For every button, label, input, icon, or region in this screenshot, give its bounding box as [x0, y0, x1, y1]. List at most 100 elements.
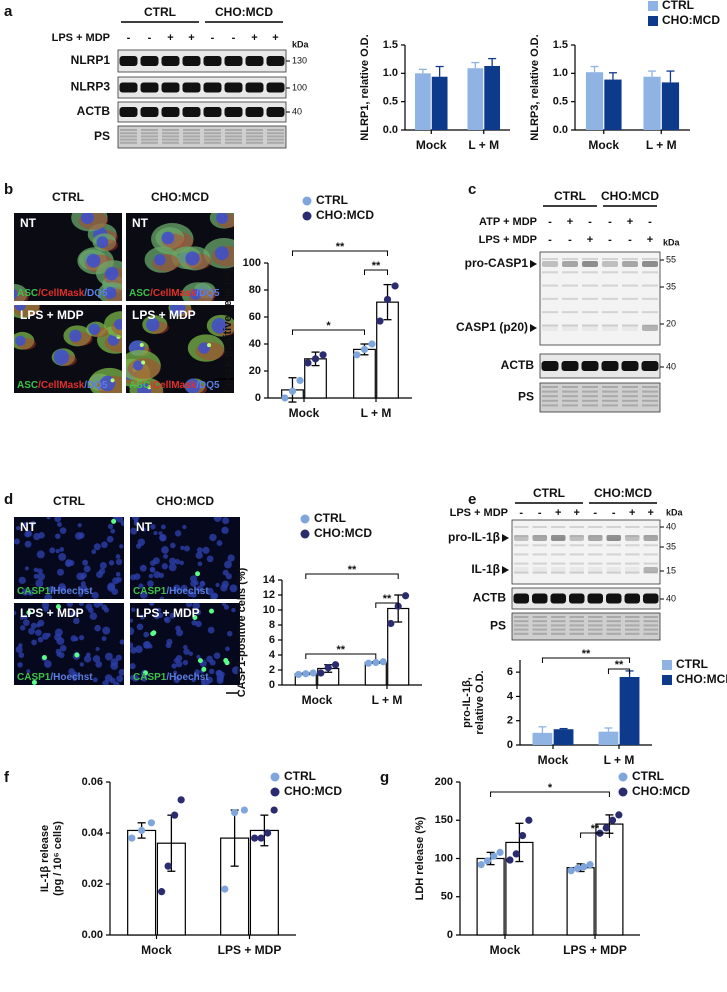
error-bar [608, 72, 617, 80]
protein-band [582, 325, 598, 331]
background-band [622, 284, 638, 287]
nucleus [44, 593, 53, 599]
row-label: PS [518, 390, 534, 404]
lane-symbol: - [648, 216, 652, 228]
protein-band [643, 593, 659, 604]
background-band [642, 297, 658, 300]
stain-part: /DQ5 [196, 288, 220, 299]
y-tick-label: 4 [269, 649, 276, 661]
row-label: ACTB [501, 358, 535, 372]
nucleus [55, 549, 60, 554]
background-band [532, 562, 547, 565]
stain-band [141, 135, 158, 138]
lane-symbol: - [593, 507, 597, 519]
nucleus [43, 660, 52, 668]
legend-marker [648, 16, 658, 26]
nucleus [156, 607, 162, 613]
marker-label: 40 [292, 106, 302, 116]
nucleus [141, 527, 146, 532]
nucleus [101, 604, 108, 611]
stain-band [246, 138, 263, 141]
background-band [606, 535, 621, 538]
stain-band [120, 129, 137, 131]
protein-band [140, 82, 159, 93]
data-point [281, 394, 289, 402]
nucleus [59, 547, 65, 552]
positive-cell [31, 679, 37, 685]
stain-band [569, 616, 584, 618]
data-point [158, 888, 166, 896]
legend-marker [648, 1, 658, 11]
protein-band [642, 325, 658, 331]
nucleus [59, 527, 67, 534]
stain-band [643, 628, 658, 631]
background-band [602, 271, 618, 274]
stain-band [183, 135, 200, 138]
stain-band [588, 624, 603, 627]
nucleus [146, 317, 160, 332]
nucleus [110, 528, 116, 534]
blot-strip [539, 382, 661, 413]
stain-label: CASP1/Hoechst [17, 586, 93, 597]
nucleus [104, 674, 113, 682]
lane-symbol: + [251, 32, 257, 44]
data-point [525, 816, 533, 824]
stain-band [562, 395, 578, 398]
background-band [643, 562, 658, 565]
nucleus [154, 254, 166, 266]
background-band [625, 571, 640, 574]
nucleus [22, 619, 30, 626]
band-arrow [502, 566, 509, 574]
stain-band [267, 129, 284, 131]
legend-label: CHO:MCD [314, 526, 372, 540]
nucleus [214, 246, 229, 261]
background-band [551, 535, 566, 538]
nucleus [14, 538, 20, 545]
nucleus [183, 545, 190, 552]
nucleus [209, 533, 217, 542]
background-band [551, 544, 566, 547]
legend-marker [618, 787, 628, 797]
protein-band [643, 535, 658, 541]
nucleus [182, 659, 189, 666]
positive-cell [111, 518, 117, 524]
nucleus [182, 524, 187, 530]
background-band [642, 324, 658, 327]
nucleus [37, 636, 44, 643]
significance-label: ** [591, 823, 600, 835]
nucleus [17, 662, 23, 668]
y-tick-label: 0.5 [383, 96, 398, 108]
stain-band [569, 624, 584, 627]
stain-band [551, 624, 566, 627]
nucleus [78, 532, 85, 539]
unit-label: kDa [292, 39, 310, 49]
nucleus [163, 553, 168, 559]
nucleus [57, 522, 62, 527]
stain-band [622, 390, 638, 393]
protein-band [562, 325, 578, 331]
band-label: pro-CASP1 [465, 256, 529, 270]
background-band [514, 526, 529, 528]
stain-band [562, 390, 578, 393]
nucleus [150, 524, 156, 530]
nucleus [231, 607, 236, 613]
bar [595, 823, 624, 936]
significance-bracket [375, 602, 399, 608]
stain-band [532, 616, 547, 618]
stain-band [622, 399, 638, 402]
marker-label: 40 [666, 361, 676, 371]
significance-label: ** [582, 648, 591, 660]
nucleus [35, 579, 44, 588]
y-tick-label: 150 [435, 814, 453, 826]
marker-label: 35 [666, 541, 676, 551]
nucleus [24, 531, 31, 538]
stain-band [141, 138, 158, 141]
nucleus [153, 530, 158, 536]
nucleus [179, 560, 184, 566]
nucleus [59, 585, 66, 592]
nucleus [79, 584, 88, 593]
lane-symbol: - [628, 234, 632, 246]
background-band [625, 562, 640, 565]
protein-band [625, 567, 640, 573]
stain-band [532, 632, 547, 635]
